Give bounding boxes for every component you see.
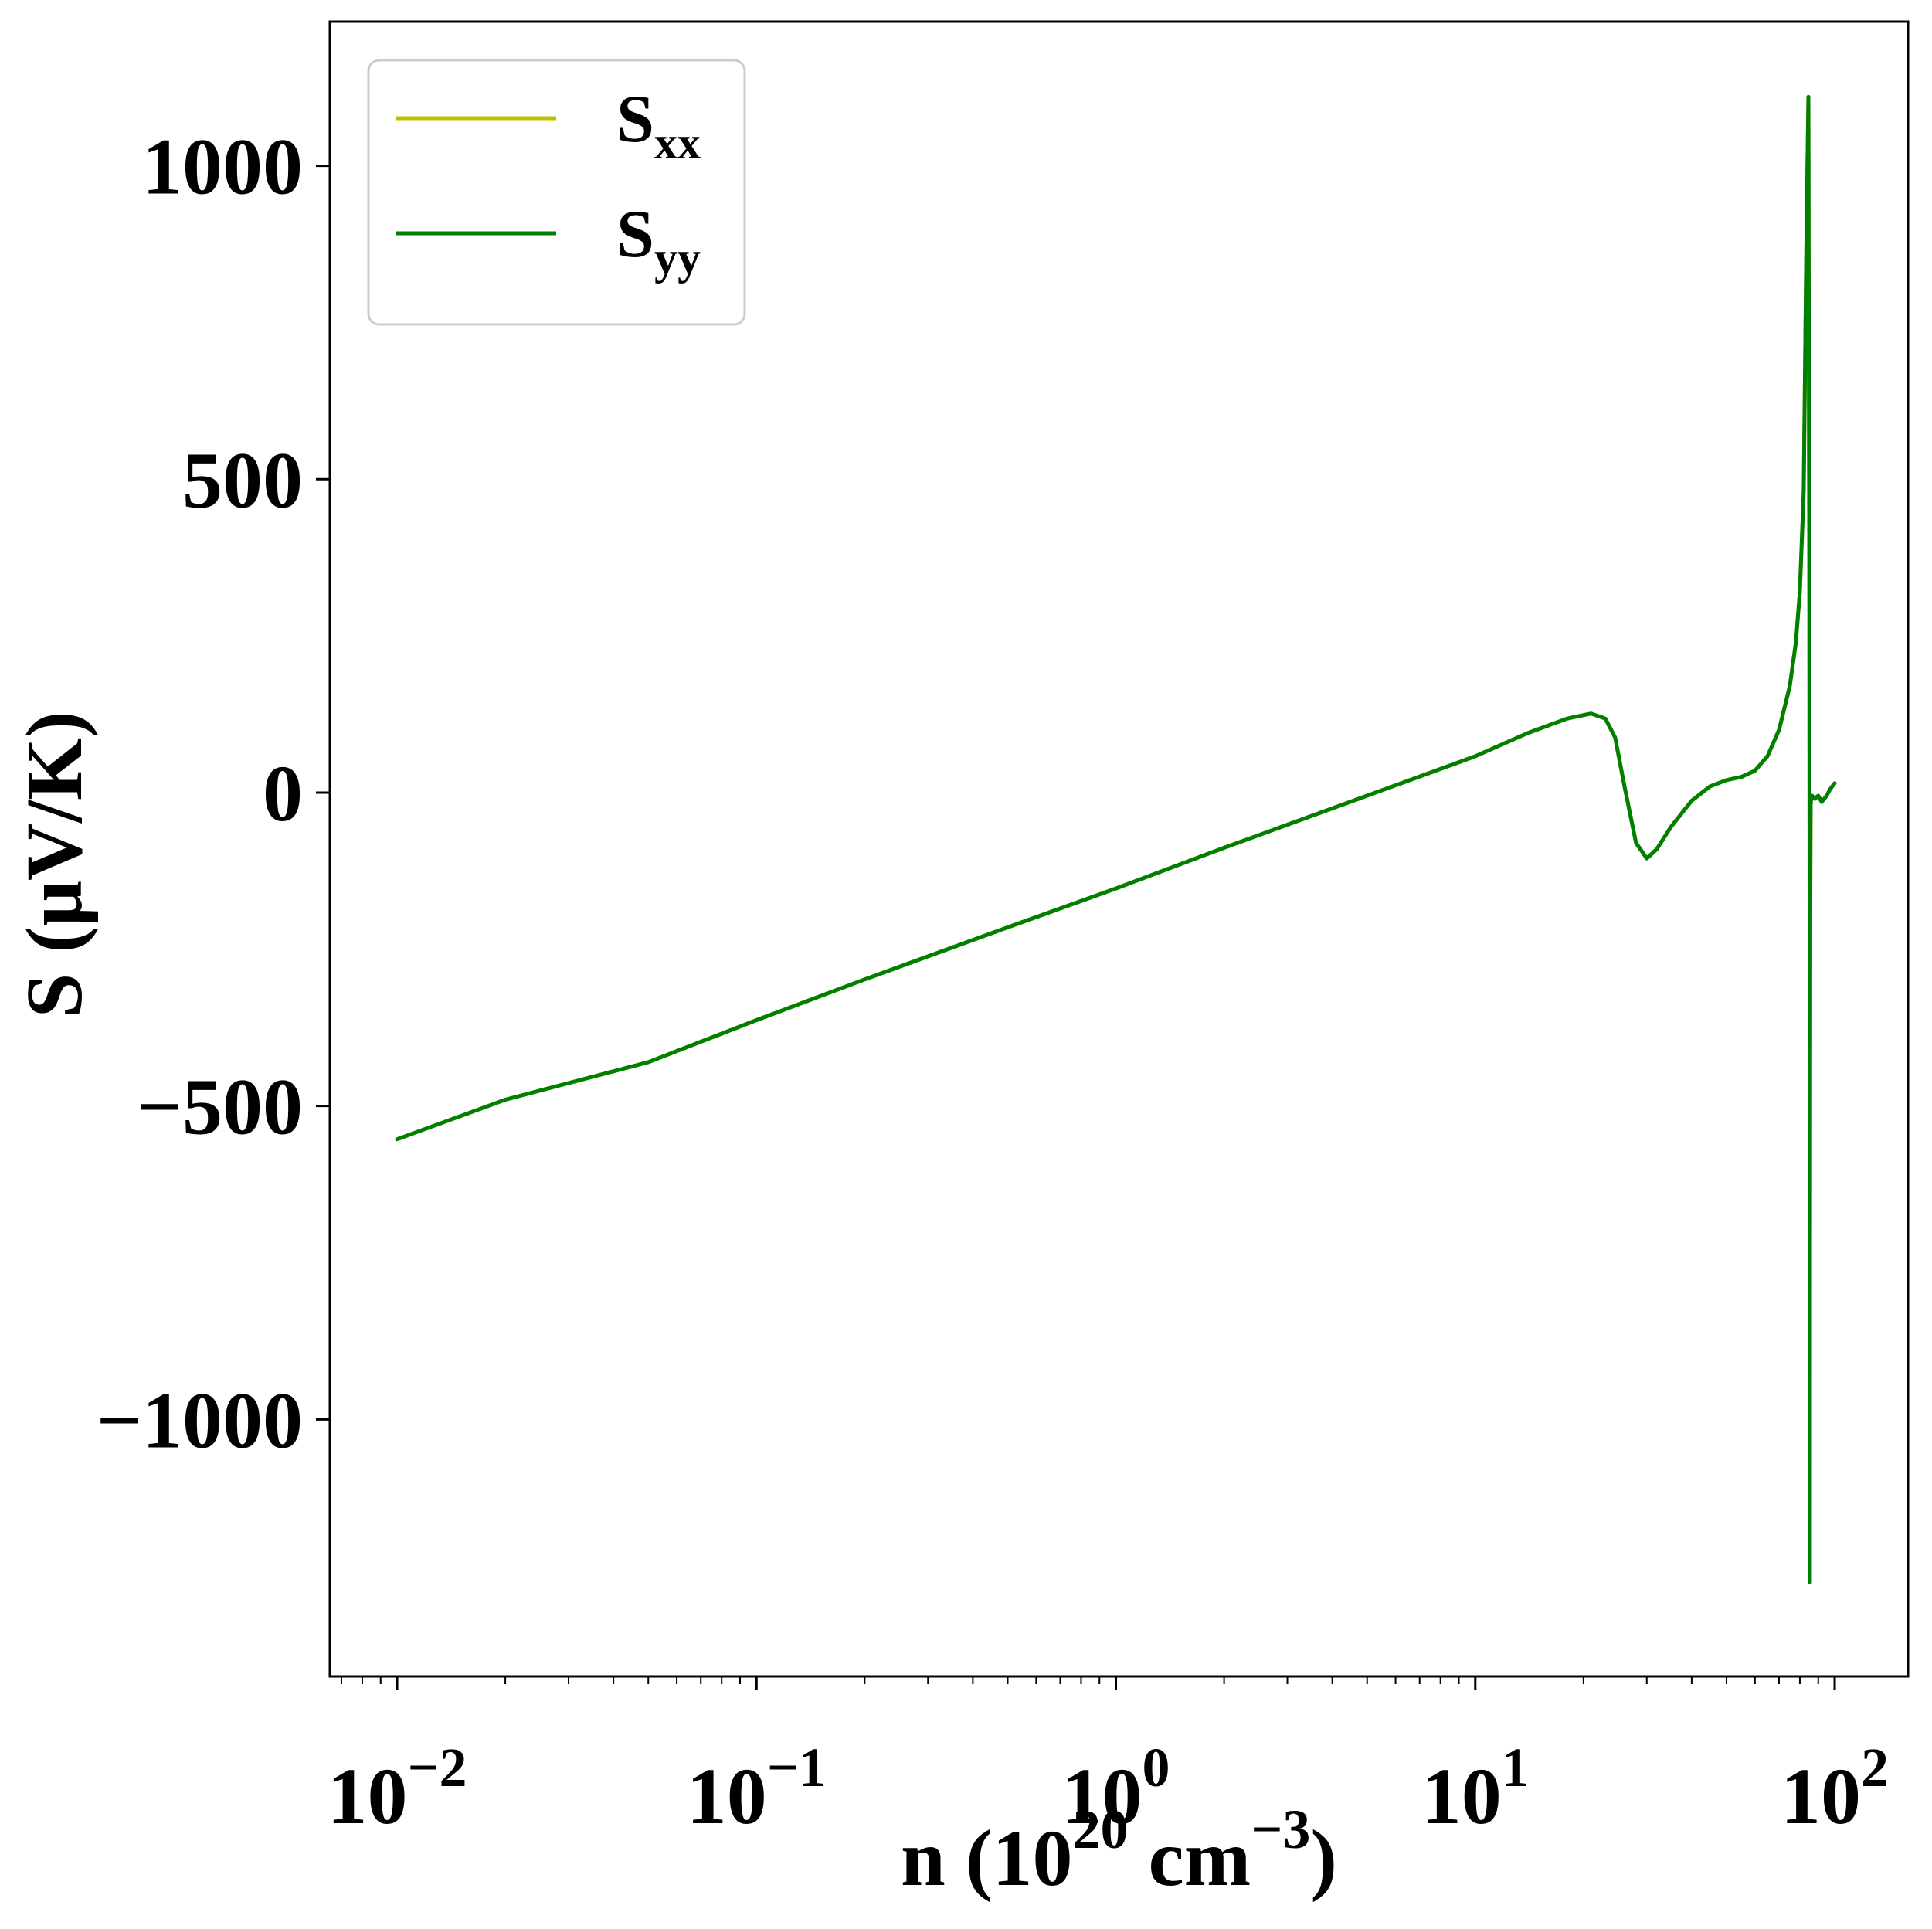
plot-frame [328,20,1910,1678]
x-tick-label: 10−2 [328,1737,467,1841]
x-axis-label: n (1020 cm−3) [901,1798,1337,1903]
y-tick-label: −500 [137,1063,303,1152]
y-tick-label: 1000 [142,123,303,212]
legend-label-xx: Sxx [616,82,701,168]
x-tick-label: 102 [1781,1737,1889,1841]
y-tick-label: −1000 [97,1376,303,1465]
y-tick-label: 0 [263,749,303,838]
legend: Sxx Syy [367,59,746,326]
x-tick-label: 101 [1421,1737,1530,1841]
x-tick-label: 10−1 [687,1737,827,1841]
y-axis-label: S (μV/K) [10,711,99,1018]
axis-ticks [316,165,1836,1690]
x-tick-label: 100 [1062,1737,1170,1841]
legend-label-yy: Syy [616,197,701,284]
legend-box [367,59,746,326]
y-tick-label: 500 [182,436,303,525]
series-line-yy [395,94,1837,1584]
